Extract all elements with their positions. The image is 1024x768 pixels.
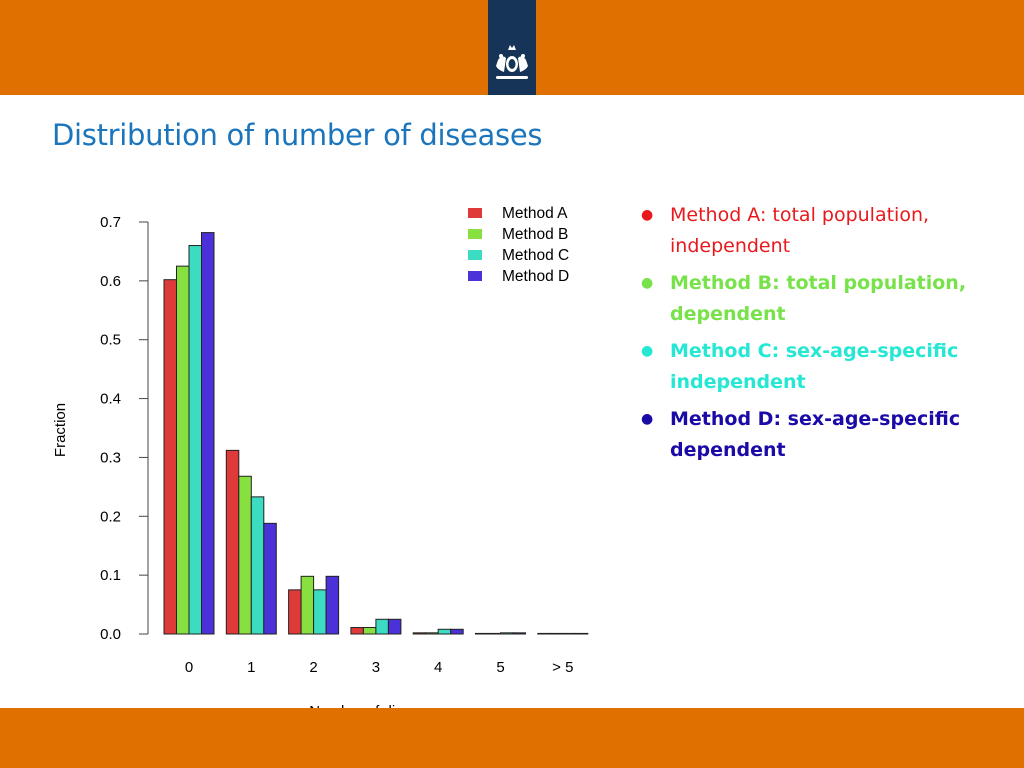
bar-method-c xyxy=(562,632,576,635)
y-tick-label: 0.2 xyxy=(100,508,121,525)
bar-method-c xyxy=(500,632,514,635)
bar-method-a xyxy=(412,632,427,635)
legend-label: Method A xyxy=(502,205,568,222)
bar-method-c xyxy=(437,628,452,635)
bar-method-d xyxy=(512,632,526,635)
bar-method-d xyxy=(450,628,464,635)
y-tick-label: 0.7 xyxy=(100,214,121,231)
bar-method-b xyxy=(362,627,377,635)
y-tick-label: 0.0 xyxy=(100,626,121,643)
bar-method-b xyxy=(176,265,190,635)
bar-method-a xyxy=(225,449,240,635)
legend-label: Method C xyxy=(502,247,569,264)
bar-method-a xyxy=(350,627,364,635)
x-tick-label: 2 xyxy=(309,659,317,676)
bar-method-b xyxy=(425,632,439,635)
x-tick-label: 0 xyxy=(185,659,193,676)
bullet-dot-icon: ● xyxy=(641,207,654,223)
bar-method-a xyxy=(163,279,177,635)
bar-method-d xyxy=(574,632,589,635)
bar-method-d xyxy=(201,232,215,635)
bar-method-a xyxy=(288,589,302,635)
bullet-text: Method C: sex-age-specific independent xyxy=(670,340,959,393)
bullet-text: Method D: sex-age-specific dependent xyxy=(670,408,961,461)
x-tick-label: 5 xyxy=(496,659,504,676)
x-tick-label: 1 xyxy=(247,659,255,676)
y-tick-label: 0.5 xyxy=(100,332,121,349)
y-tick-label: 0.3 xyxy=(100,449,121,466)
bullet-list: ● Method A: total population, independent… xyxy=(640,200,1000,472)
legend-swatch xyxy=(468,208,482,218)
bullet-item-method-d: ● Method D: sex-age-specific dependent xyxy=(640,404,1000,466)
legend-swatch xyxy=(468,229,482,239)
bar-method-b xyxy=(300,575,315,635)
y-tick-label: 0.1 xyxy=(100,567,121,584)
bullet-dot-icon: ● xyxy=(641,411,654,427)
logo-box xyxy=(488,0,536,95)
bullet-text: Method A: total population, independent xyxy=(670,204,930,257)
x-tick-label: > 5 xyxy=(552,659,573,676)
bullet-item-method-b: ● Method B: total population, dependent xyxy=(640,268,1000,330)
legend-label: Method D xyxy=(502,268,569,285)
coat-of-arms-icon xyxy=(496,45,528,79)
legend-swatch xyxy=(468,271,482,281)
y-tick-label: 0.6 xyxy=(100,273,121,290)
bar-method-b xyxy=(487,632,501,635)
bar-method-c xyxy=(313,589,327,635)
bar-method-b xyxy=(549,632,564,635)
y-tick-label: 0.4 xyxy=(100,391,121,408)
bar-method-c xyxy=(375,618,389,635)
bar-method-d xyxy=(387,618,402,635)
page-title: Distribution of number of diseases xyxy=(52,118,543,152)
x-tick-label: 3 xyxy=(372,659,380,676)
bar-method-c xyxy=(250,496,265,635)
bullet-item-method-c: ● Method C: sex-age-specific independent xyxy=(640,336,1000,398)
bar-chart: 0.0 0.1 0.2 0.3 0.4 0.5 0.6 0.7 Fraction 0 1 2 3 4 5 > … xyxy=(52,205,589,720)
bar-method-a xyxy=(475,632,489,635)
footer-bar xyxy=(0,708,1024,768)
legend-swatch xyxy=(468,250,482,260)
bar-method-d xyxy=(325,575,340,635)
legend-label: Method B xyxy=(502,226,568,243)
bar-method-c xyxy=(188,245,202,635)
bar-method-b xyxy=(238,475,252,635)
bullet-text: Method B: total population, dependent xyxy=(670,272,967,325)
bar-method-d xyxy=(263,522,277,635)
bullet-dot-icon: ● xyxy=(641,275,654,291)
bullet-item-method-a: ● Method A: total population, independent xyxy=(640,200,1000,262)
y-axis-label: Fraction xyxy=(52,403,69,457)
bullet-dot-icon: ● xyxy=(641,343,654,359)
header-bar xyxy=(0,0,1024,95)
bar-method-a xyxy=(537,632,551,635)
x-tick-label: 4 xyxy=(434,659,442,676)
